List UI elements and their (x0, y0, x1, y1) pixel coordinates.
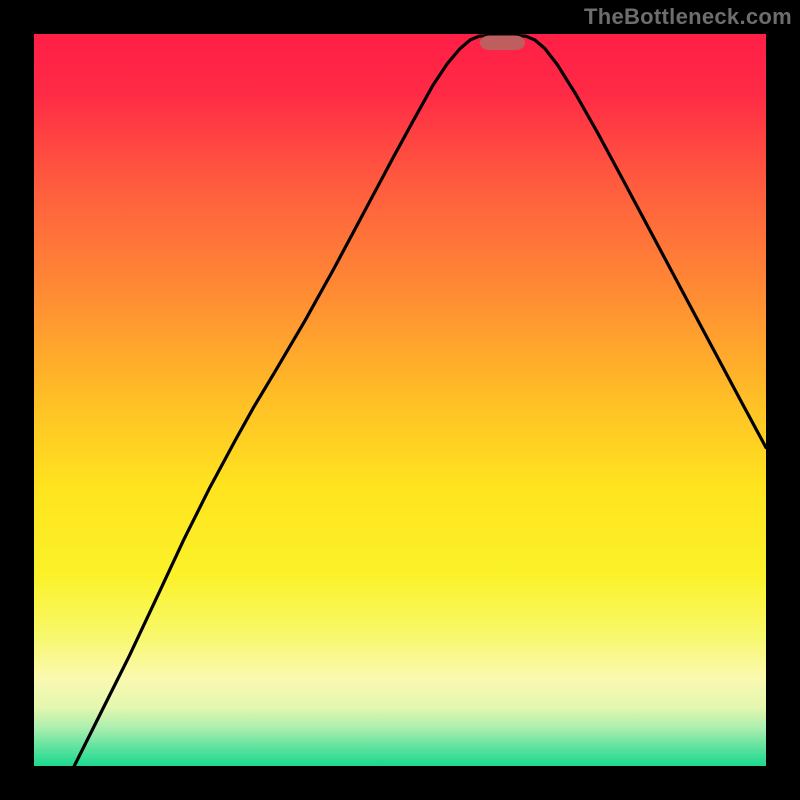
attribution-label: TheBottleneck.com (584, 4, 792, 30)
optimal-marker (480, 35, 525, 50)
chart-frame: TheBottleneck.com (0, 0, 800, 800)
bottleneck-chart (34, 34, 766, 766)
